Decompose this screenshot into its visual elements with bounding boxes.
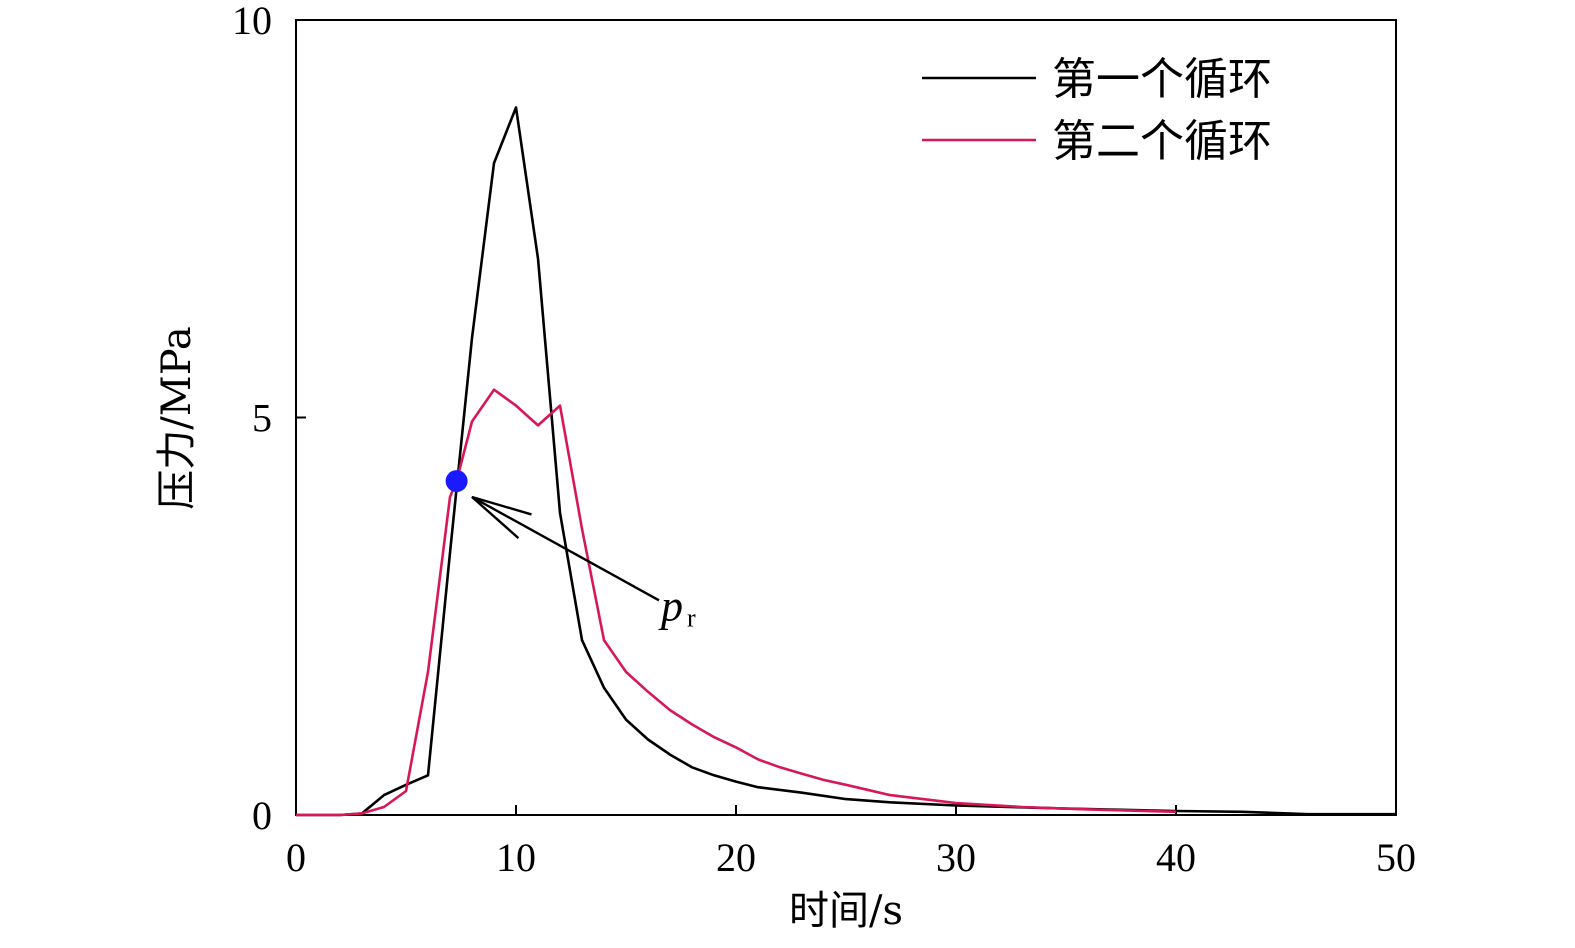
annotation-marker <box>445 470 468 493</box>
x-tick-label: 0 <box>286 835 306 880</box>
legend-label-1: 第一个循环 <box>1052 54 1272 105</box>
x-tick-label: 20 <box>716 835 756 880</box>
series-line-2 <box>296 388 1177 817</box>
annotation-arrow-head <box>471 495 532 540</box>
annotation-arrow-shaft <box>471 495 660 602</box>
y-axis-label: 压力/MPa <box>154 326 200 509</box>
y-tick-label: 10 <box>232 0 272 43</box>
legend-label-2: 第二个循环 <box>1052 116 1272 167</box>
x-tick-label: 30 <box>936 835 976 880</box>
y-tick-label: 5 <box>252 396 272 441</box>
x-tick-label: 10 <box>496 835 536 880</box>
y-tick-label: 0 <box>252 793 272 838</box>
x-tick-label: 50 <box>1376 835 1416 880</box>
y-axis-ticks: 0 5 10 <box>232 0 306 838</box>
x-tick-label: 40 <box>1156 835 1196 880</box>
series-line-1 <box>296 106 1396 817</box>
x-axis-ticks: 0 10 20 30 40 50 <box>286 805 1416 880</box>
series-layer <box>296 106 1396 817</box>
annotation-subscript: r <box>687 603 696 632</box>
x-axis-label: 时间/s <box>789 888 903 934</box>
